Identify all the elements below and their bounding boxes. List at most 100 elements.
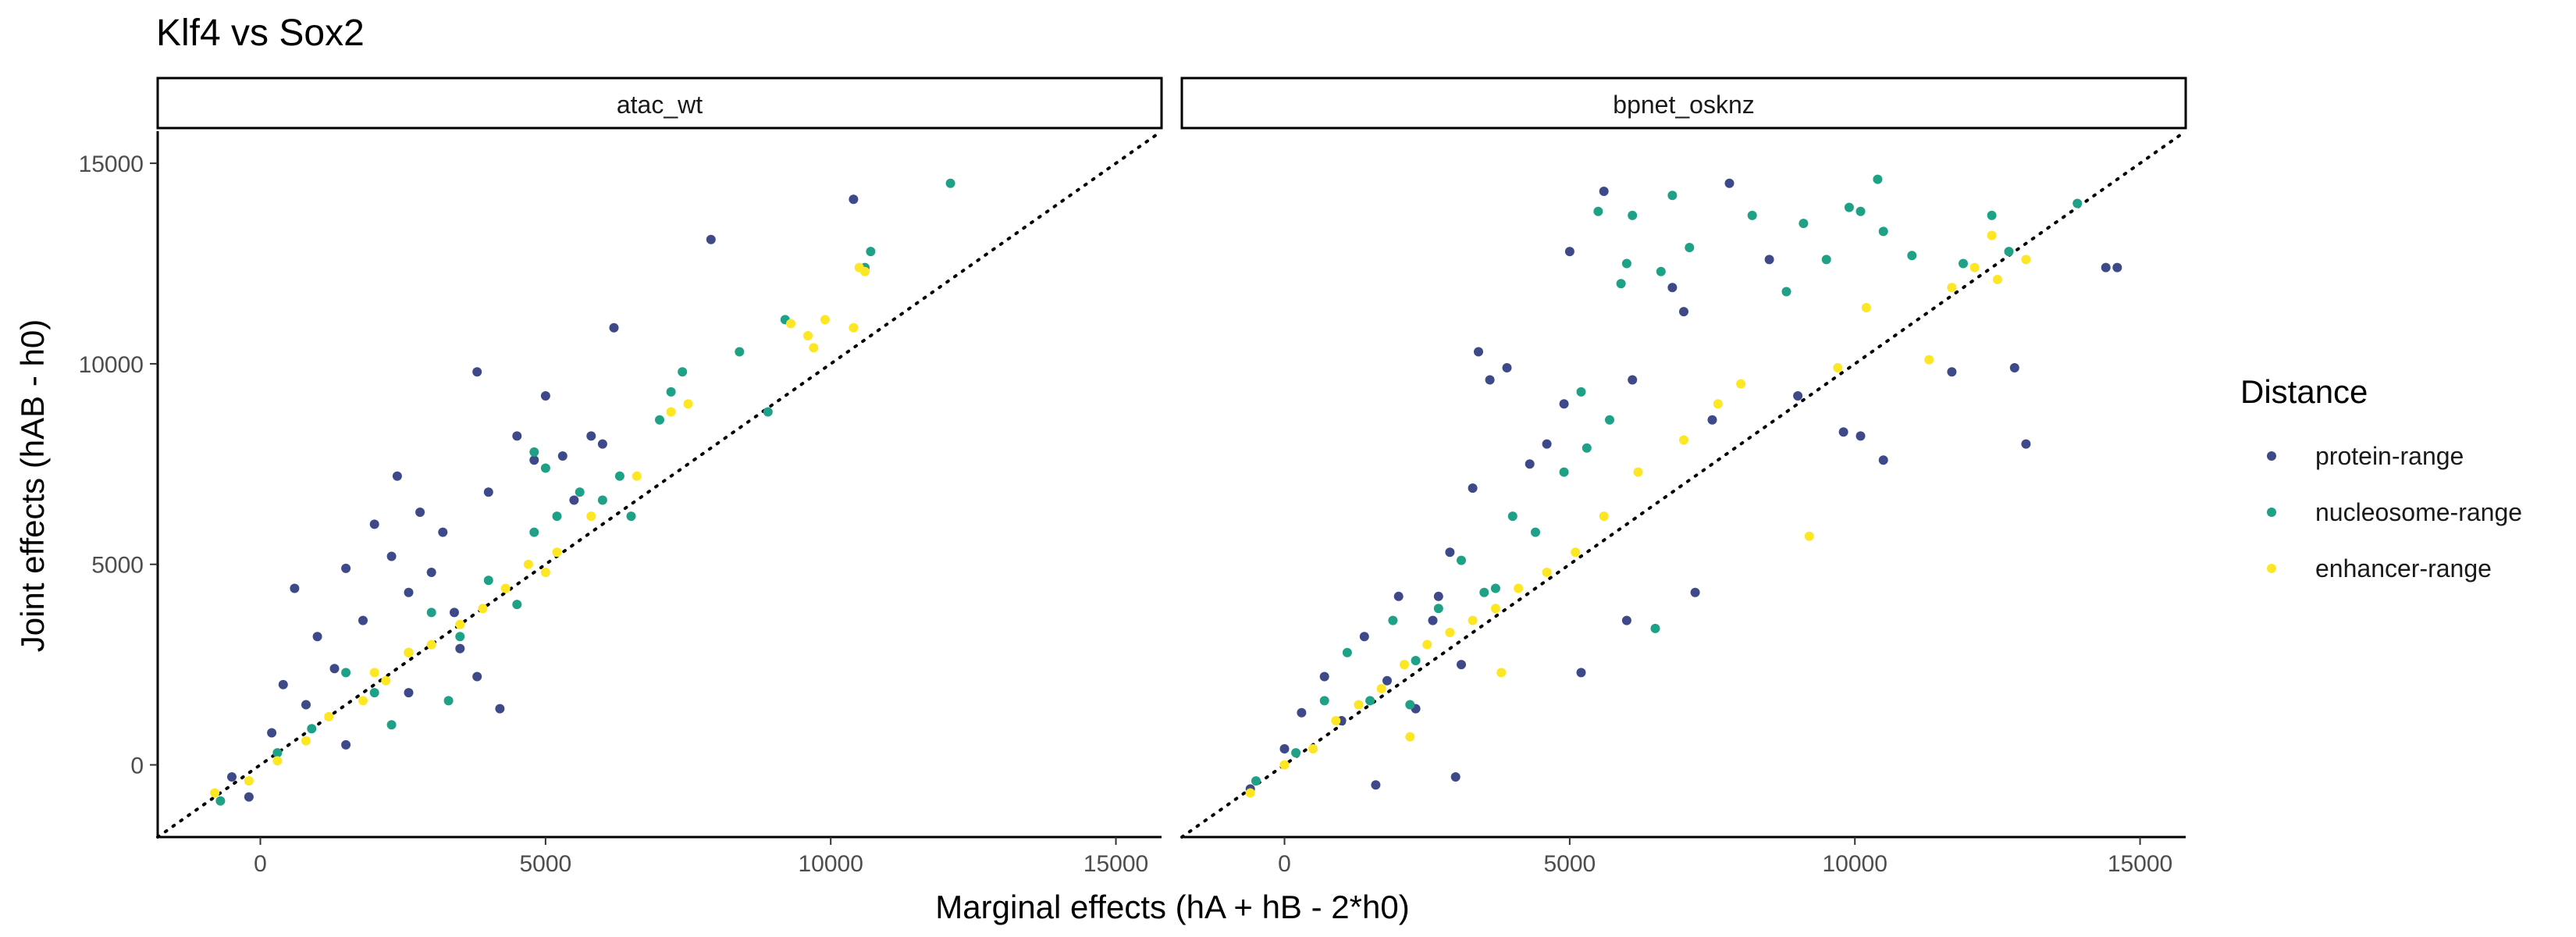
data-point bbox=[244, 776, 254, 786]
data-point bbox=[1428, 615, 1438, 625]
series-nucleosome-range bbox=[1251, 174, 2083, 786]
data-point bbox=[1599, 187, 1609, 196]
data-point bbox=[1987, 210, 1997, 220]
data-point bbox=[341, 563, 351, 573]
data-point bbox=[1559, 399, 1569, 409]
data-point bbox=[1873, 174, 1883, 184]
data-point bbox=[1992, 275, 2002, 284]
data-point bbox=[341, 739, 351, 750]
data-point bbox=[1319, 672, 1329, 682]
legend-swatch-enhancer-range bbox=[2267, 564, 2276, 573]
data-point bbox=[455, 632, 465, 642]
legend-swatch-protein-range bbox=[2267, 451, 2276, 461]
data-point bbox=[450, 607, 459, 618]
data-point bbox=[1542, 568, 1552, 577]
data-point bbox=[1457, 555, 1466, 565]
data-point bbox=[443, 696, 454, 706]
facet-strip-label: atac_wt bbox=[617, 91, 703, 119]
data-point bbox=[301, 700, 311, 710]
data-point bbox=[529, 447, 539, 457]
data-point bbox=[1878, 455, 1888, 465]
data-point bbox=[860, 266, 870, 276]
data-point bbox=[307, 724, 317, 734]
data-point bbox=[586, 511, 596, 522]
data-point bbox=[1371, 780, 1381, 790]
data-point bbox=[1382, 675, 1392, 686]
data-point bbox=[1713, 399, 1723, 409]
data-point bbox=[404, 587, 414, 597]
data-point bbox=[1279, 744, 1290, 754]
data-point bbox=[1799, 219, 1809, 229]
legend-title: Distance bbox=[2240, 373, 2368, 410]
data-point bbox=[369, 519, 379, 529]
data-point bbox=[1251, 776, 1261, 786]
data-point bbox=[426, 640, 436, 650]
data-point bbox=[683, 399, 693, 409]
data-point bbox=[763, 407, 773, 417]
data-point bbox=[215, 796, 226, 806]
data-point bbox=[1411, 656, 1421, 665]
data-point bbox=[945, 178, 955, 188]
legend-entries: protein-range nucleosome-range enhancer-ra… bbox=[2267, 442, 2522, 583]
data-point bbox=[267, 728, 277, 738]
data-point bbox=[1445, 547, 1455, 558]
data-point bbox=[1245, 788, 1255, 798]
series-protein-range bbox=[1245, 178, 2122, 794]
data-point bbox=[1571, 547, 1581, 558]
data-point bbox=[1496, 668, 1507, 678]
data-point bbox=[1291, 748, 1301, 758]
data-point bbox=[358, 615, 368, 625]
data-point bbox=[1987, 230, 1997, 240]
legend-label-enhancer-range: enhancer-range bbox=[2315, 554, 2492, 583]
data-point bbox=[358, 696, 368, 706]
data-point bbox=[1947, 283, 1957, 293]
data-point bbox=[1764, 255, 1774, 265]
data-point bbox=[324, 711, 334, 721]
data-point bbox=[529, 527, 539, 537]
data-point bbox=[1376, 684, 1386, 693]
data-point bbox=[404, 647, 414, 657]
data-point bbox=[272, 748, 283, 758]
data-point bbox=[1690, 587, 1700, 597]
identity-reference-line bbox=[1180, 130, 2187, 839]
y-axis-label: Joint effects (hAB - h0) bbox=[14, 319, 51, 652]
data-point bbox=[866, 247, 876, 257]
data-point bbox=[1582, 443, 1592, 453]
data-point bbox=[472, 672, 482, 682]
data-point bbox=[1405, 732, 1415, 742]
data-point bbox=[278, 679, 288, 689]
data-point bbox=[1564, 247, 1574, 257]
data-point bbox=[1821, 255, 1831, 265]
x-tick-label: 15000 bbox=[1083, 851, 1148, 877]
data-point bbox=[1707, 415, 1717, 425]
facet-strip-label: bpnet_osknz bbox=[1613, 91, 1754, 119]
panel-bpnet_osknz: bpnet_osknz 0 5000 10000 15000 bbox=[1180, 77, 2187, 877]
data-point bbox=[552, 511, 562, 522]
data-point bbox=[341, 668, 351, 678]
data-point bbox=[301, 736, 311, 746]
data-point bbox=[1514, 583, 1524, 593]
data-point bbox=[1656, 266, 1666, 276]
data-point bbox=[1433, 604, 1443, 614]
legend-swatch-nucleosome-range bbox=[2267, 508, 2276, 517]
data-point bbox=[1576, 668, 1586, 678]
data-point bbox=[1616, 279, 1626, 289]
data-point bbox=[1628, 375, 1638, 385]
data-point bbox=[1633, 467, 1643, 477]
data-point bbox=[495, 704, 505, 714]
data-point bbox=[329, 664, 340, 674]
legend: Distance protein-range nucleosome-range en… bbox=[2240, 373, 2522, 583]
data-point bbox=[1468, 483, 1478, 493]
data-point bbox=[1736, 379, 1746, 389]
data-point bbox=[1667, 283, 1678, 293]
data-point bbox=[529, 455, 539, 465]
data-point bbox=[2009, 363, 2019, 372]
legend-label-protein-range: protein-range bbox=[2315, 442, 2464, 470]
data-point bbox=[786, 319, 796, 329]
x-axis-label: Marginal effects (hA + hB - 2*h0) bbox=[935, 889, 1409, 925]
data-point bbox=[1479, 587, 1489, 597]
data-point bbox=[1559, 467, 1569, 477]
data-point bbox=[392, 471, 402, 481]
